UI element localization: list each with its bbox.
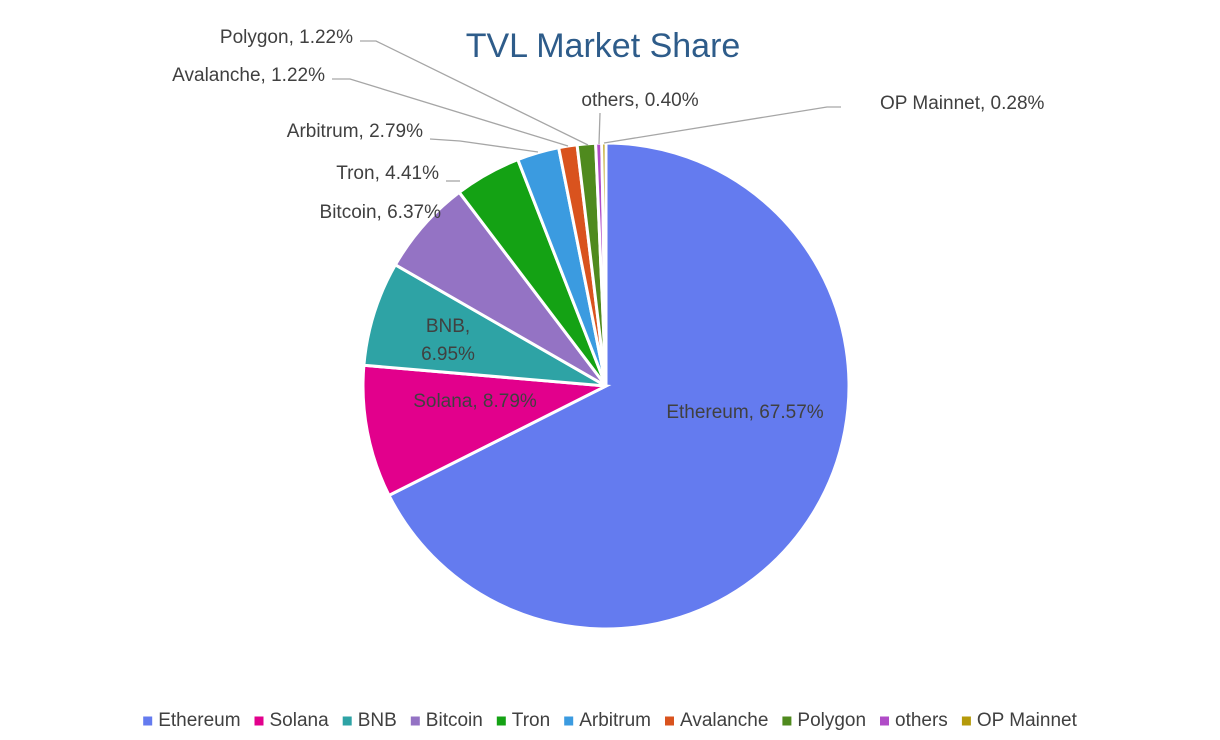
legend-swatch-arbitrum	[564, 716, 574, 726]
leader-line-op-mainnet	[603, 106, 841, 144]
legend-label-bnb: BNB	[358, 710, 397, 731]
legend-swatch-solana	[254, 716, 264, 726]
chart-title: TVL Market Share	[466, 27, 741, 65]
data-label-polygon: Polygon, 1.22%	[220, 27, 353, 48]
legend-label-polygon: Polygon	[797, 710, 866, 731]
legend-label-bitcoin: Bitcoin	[426, 710, 483, 731]
legend-item-ethereum: Ethereum	[143, 710, 241, 731]
leader-line-avalanche	[332, 78, 569, 147]
legend-swatch-bitcoin	[410, 716, 420, 726]
legend-label-arbitrum: Arbitrum	[579, 710, 651, 731]
data-label-ethereum: Ethereum, 67.57%	[666, 402, 823, 423]
legend-item-op-mainnet: OP Mainnet	[961, 710, 1078, 731]
pie-slice-solana	[361, 363, 612, 498]
legend-label-ethereum: Ethereum	[158, 710, 240, 731]
legend-swatch-polygon	[782, 716, 792, 726]
legend-swatch-avalanche	[665, 716, 674, 726]
leader-lines	[332, 40, 841, 182]
data-label-avalanche: Avalanche, 1.22%	[172, 65, 325, 86]
data-label-others: others, 0.40%	[581, 90, 698, 111]
data-label-op-mainnet: OP Mainnet, 0.28%	[880, 93, 1045, 114]
data-label-bnb: BNB, 6.95%	[421, 316, 475, 365]
data-labels: Ethereum, 67.57% Solana, 8.79% BNB, 6.95% Bi…	[172, 27, 1044, 423]
leader-line-polygon	[360, 40, 589, 146]
legend-item-avalanche: Avalanche	[665, 710, 768, 731]
legend-swatch-bnb	[342, 716, 352, 726]
legend-label-op-mainnet: OP Mainnet	[977, 710, 1078, 731]
legend-item-bnb: BNB	[342, 710, 397, 731]
legend-label-avalanche: Avalanche	[680, 710, 768, 731]
legend-item-polygon: Polygon	[782, 710, 866, 731]
leader-line-arbitrum	[429, 138, 539, 153]
data-label-arbitrum: Arbitrum, 2.79%	[287, 121, 423, 142]
legend-item-others: others	[880, 710, 948, 731]
legend-swatch-others	[880, 716, 889, 726]
legend-swatch-tron	[496, 716, 506, 726]
legend-swatch-op-mainnet	[961, 716, 971, 726]
legend-item-solana: Solana	[254, 710, 330, 731]
legend-item-arbitrum: Arbitrum	[564, 710, 651, 731]
legend-item-tron: Tron	[496, 710, 550, 731]
pie-slice-ethereum	[386, 141, 851, 631]
data-label-tron: Tron, 4.41%	[336, 163, 439, 184]
legend-label-tron: Tron	[512, 710, 550, 731]
pie-slices	[361, 141, 851, 631]
legend-swatch-ethereum	[143, 716, 153, 726]
data-label-bitcoin: Bitcoin, 6.37%	[320, 202, 442, 223]
data-label-solana: Solana, 8.79%	[413, 391, 537, 412]
legend-item-bitcoin: Bitcoin	[410, 710, 483, 731]
legend-label-others: others	[895, 710, 948, 731]
leader-line-others	[598, 112, 601, 145]
pie-slice-bnb	[362, 262, 607, 388]
legend-label-solana: Solana	[270, 710, 330, 731]
legend: Ethereum Solana BNB Bitcoin Tron Arbitrum Aval…	[143, 710, 1078, 731]
